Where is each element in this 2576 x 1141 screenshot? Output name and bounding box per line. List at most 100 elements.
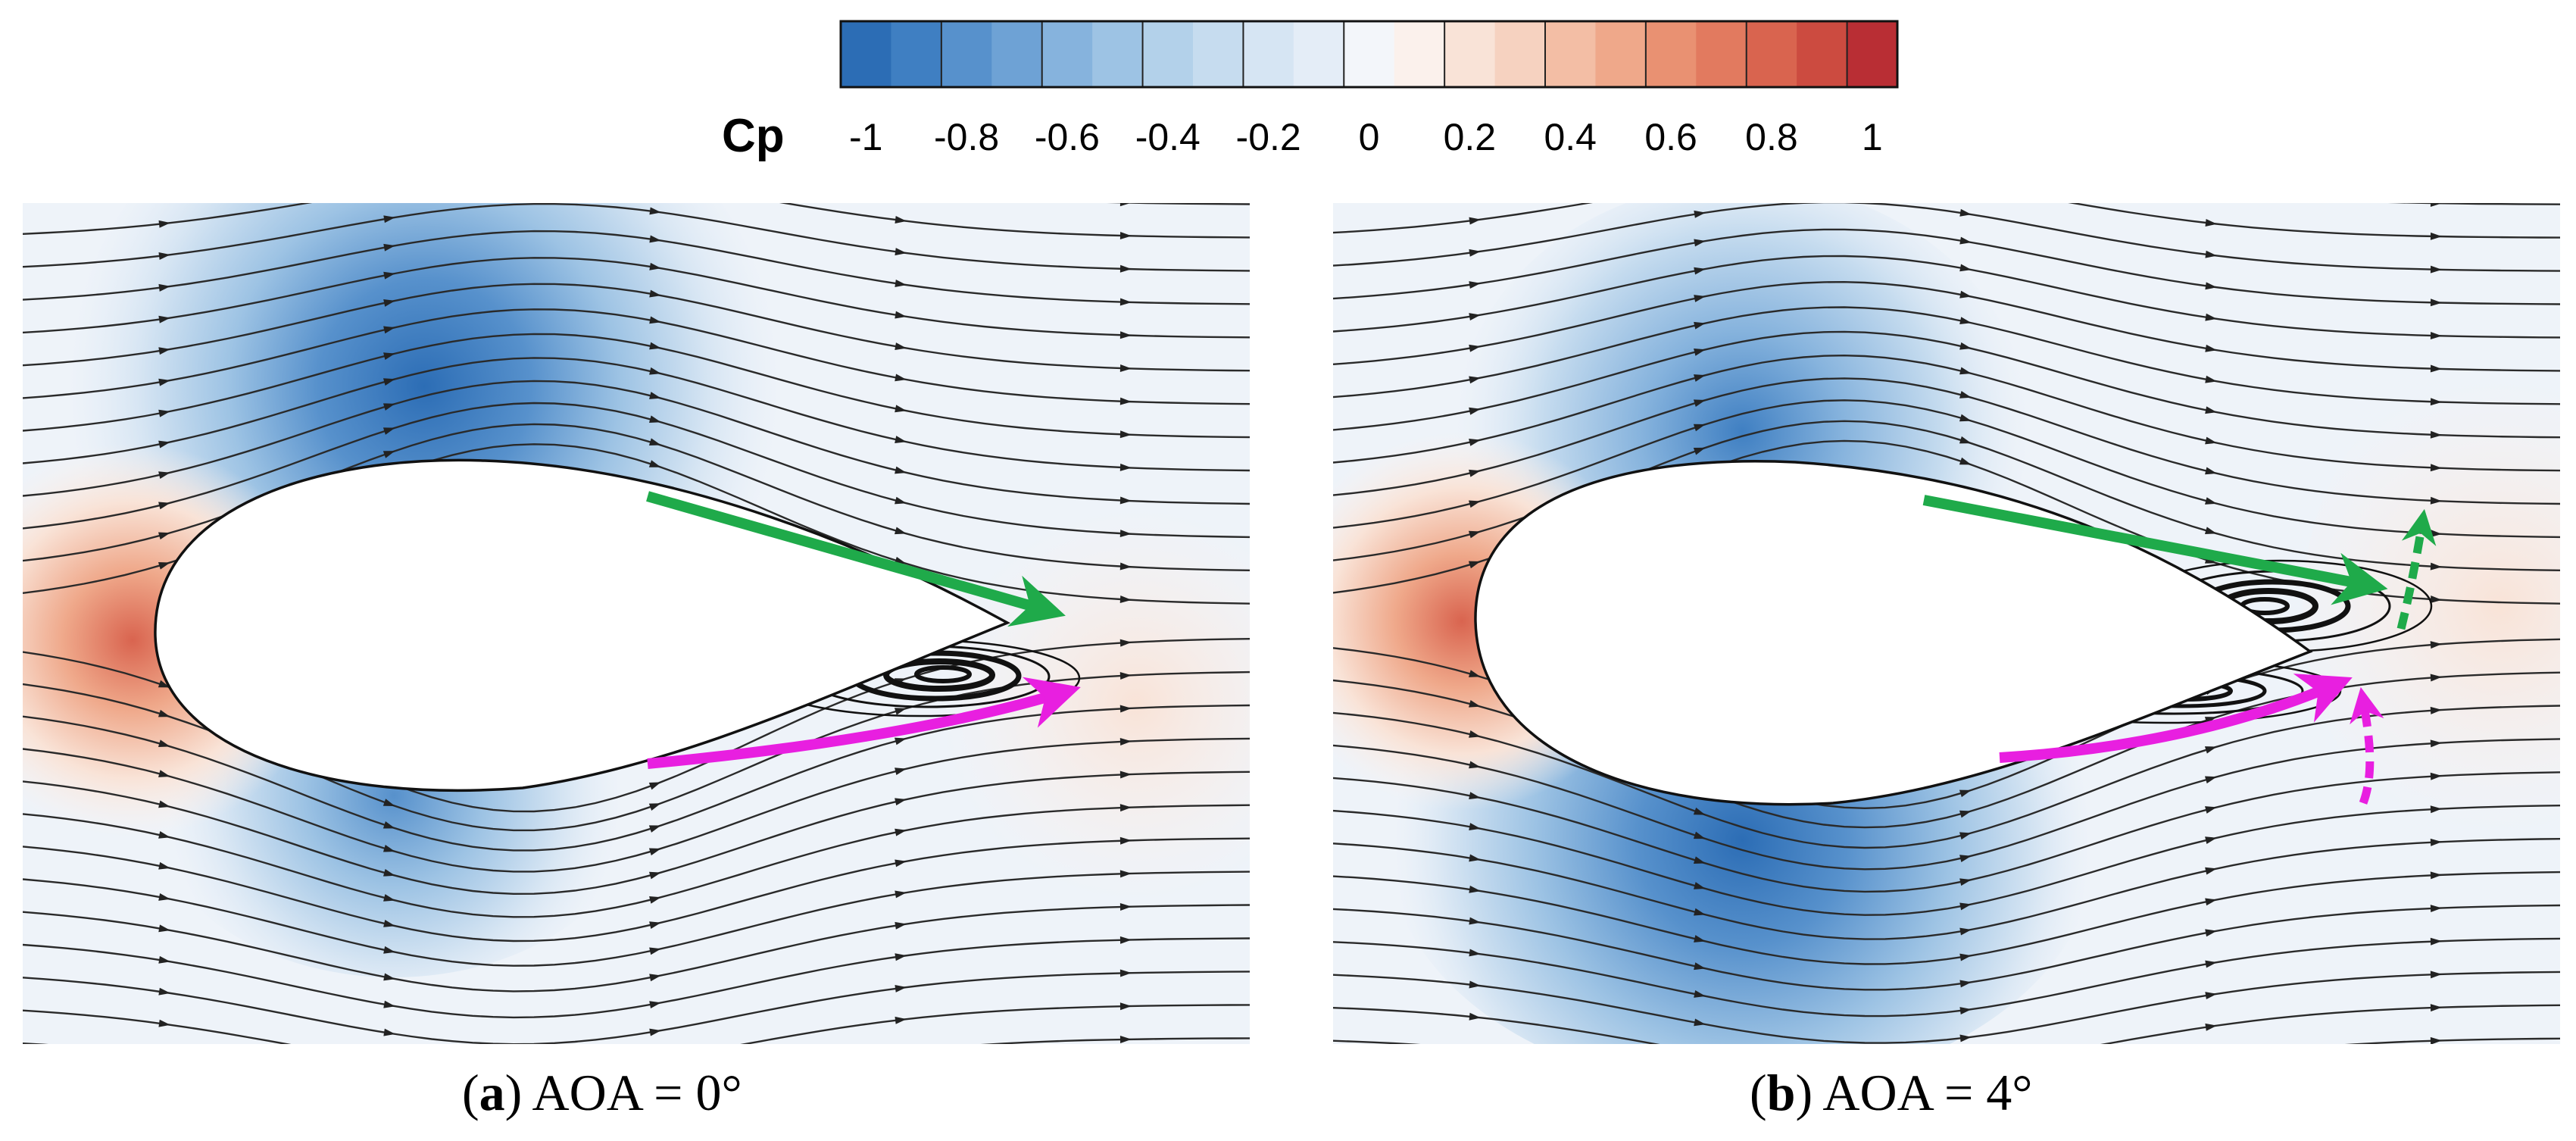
panel-b-streamline (1333, 937, 2560, 1018)
panel-b-direction-mark (1959, 980, 1972, 988)
panel-b-direction-mark (1469, 500, 1481, 508)
panel-a-direction-mark (158, 1052, 170, 1061)
panel-b-direction-mark (2205, 282, 2217, 290)
panel-b-direction-mark (2205, 313, 2217, 321)
panel-b-direction-mark (2430, 937, 2442, 946)
panel-a-direction-mark (1119, 1036, 1132, 1044)
panel-b-caption: (b) AOA = 4° (1750, 1064, 2033, 1121)
panel-a-direction-mark (158, 252, 170, 260)
panel-a-direction-mark (383, 946, 395, 954)
panel-b-direction-mark (1469, 854, 1481, 862)
panel-a-direction-mark (895, 216, 907, 224)
panel-b-direction-mark (1693, 882, 1706, 889)
panel-a-streamline (23, 837, 1250, 942)
panel-a-direction-mark (1119, 969, 1132, 977)
panel-b-direction-mark (1469, 249, 1481, 257)
panel-a-direction-mark (649, 235, 661, 243)
panel-b-direction-mark (1694, 180, 1706, 189)
panel-a-direction-mark (1119, 331, 1132, 339)
colorbar-swatch (941, 21, 992, 87)
panel-b-streamline (1333, 280, 2560, 372)
panel-b-direction-mark (1693, 831, 1706, 839)
panel-a-direction-mark (158, 220, 170, 228)
panel-a-direction-mark (895, 374, 907, 382)
panel-a-direction-mark (649, 392, 661, 399)
panel-b-direction-mark (1469, 730, 1481, 738)
panel-a-direction-mark (383, 1086, 395, 1095)
panel-a-direction-mark (158, 924, 170, 933)
panel-a-direction-mark (1119, 804, 1132, 812)
panel-b-direction-mark (2430, 299, 2442, 307)
panel-a-direction-mark (158, 315, 170, 324)
colorbar-tick-label: -1 (849, 116, 882, 158)
colorbar-title: Cp (722, 110, 785, 162)
panel-b-streamline (1333, 871, 2560, 965)
colorbar-tick-label: 0.6 (1644, 116, 1697, 158)
colorbar-frame (839, 20, 1899, 89)
panel-a-direction-mark (383, 271, 395, 280)
panel-b-streamline (2387, 203, 2560, 205)
panel-a-direction-mark (383, 243, 395, 252)
panel-a-direction-mark (1119, 771, 1132, 779)
panel-a-direction-mark (649, 342, 661, 350)
panel-a-streamline (23, 333, 1250, 439)
panel-a-direction-mark (648, 438, 661, 445)
panel-b-direction-mark (1469, 183, 1481, 192)
panel-b-streamline (1333, 203, 2560, 239)
panel-b-direction-mark (2430, 871, 2442, 880)
colorbar-swatch (841, 21, 892, 87)
panel-a-direction-mark (1119, 705, 1132, 713)
panel-b-direction-mark (2430, 562, 2442, 570)
panel-b-direction-mark (2430, 203, 2442, 208)
panel-a-direction-mark (649, 207, 661, 215)
panel-a-direction-mark (895, 984, 907, 993)
panel-a-direction-mark (1119, 397, 1132, 405)
panel-b-direction-mark (1468, 530, 1481, 539)
panel-b-direction-mark (1959, 391, 1972, 399)
panel-b-direction-mark (1469, 699, 1481, 708)
panel-a-direction-mark (649, 947, 661, 955)
panel-a-direction-mark (648, 848, 661, 856)
panel-a-direction-mark (382, 403, 395, 411)
panel-a-direction-mark (648, 415, 661, 424)
panel-b-direction-mark (1469, 823, 1481, 830)
panel-b-lower-dashed-arrow (2350, 686, 2384, 805)
panel-a-direction-mark (895, 496, 907, 505)
panel-b-direction-mark (1469, 792, 1481, 800)
panel-a-streamline (23, 1004, 1250, 1044)
panel-b-direction-mark (1959, 264, 1972, 272)
panel-b-direction-mark (2205, 344, 2217, 352)
panel-a-direction-mark (383, 299, 395, 307)
panel-a-direction-mark (158, 347, 170, 355)
panel-a-direction-mark (649, 1001, 661, 1009)
panel-a-direction-mark (158, 283, 170, 292)
panel-a-direction-mark (383, 378, 395, 386)
panel-b-direction-mark (2205, 467, 2217, 475)
panel-b-direction-mark (1694, 374, 1706, 382)
colorbar-tick-label: 1 (1862, 116, 1883, 158)
panel-a-direction-mark (649, 1055, 661, 1064)
panel-a-lower-arrow (647, 677, 1081, 769)
panel-b-direction-mark (1959, 342, 1972, 350)
panel-a-direction-mark (895, 767, 907, 775)
panel-b-streamline (1333, 399, 2560, 539)
panel-a-streamline (23, 230, 1250, 305)
panel-a-direction-mark (158, 409, 170, 417)
panel-b-streamline (1333, 330, 2560, 439)
panel-a-streamline (23, 257, 1250, 339)
panel-a-direction-mark (1119, 595, 1132, 603)
panel-a-direction-mark (1119, 639, 1132, 647)
panel-a-direction-mark (382, 451, 395, 458)
panel-a-direction-mark (648, 460, 661, 467)
panel-a-direction-mark (895, 890, 907, 899)
panel-b-direction-mark (2205, 406, 2217, 414)
panel-a-direction-mark (383, 1028, 395, 1036)
panel-b-direction-mark (1469, 407, 1481, 415)
panel-b-airfoil (1474, 460, 2313, 806)
panel-a-direction-mark (649, 1028, 661, 1036)
panel-b-streamline (1333, 354, 2560, 472)
panel-a-streamline (23, 737, 1250, 873)
panel-b-direction-mark (2205, 436, 2217, 445)
panel-a-direction-mark (895, 436, 907, 443)
